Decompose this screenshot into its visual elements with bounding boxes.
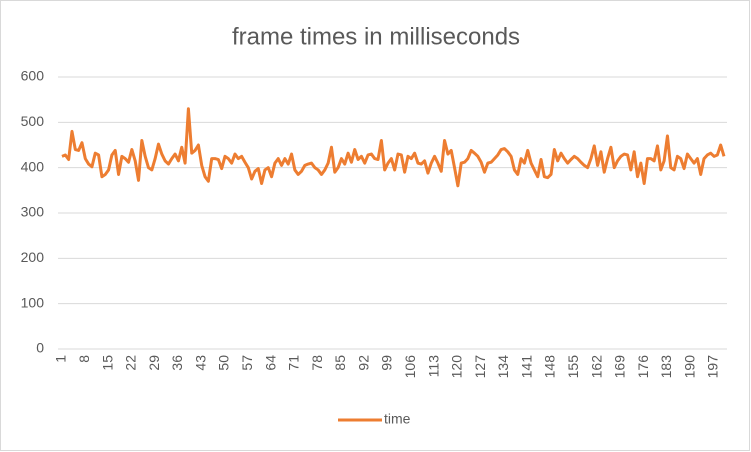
y-tick-label: 100	[21, 294, 45, 310]
y-tick-label: 300	[21, 204, 45, 220]
x-tick-label: 57	[239, 355, 255, 371]
x-tick-label: 29	[146, 355, 162, 371]
x-tick-label: 99	[379, 355, 395, 371]
y-tick-label: 600	[21, 68, 45, 84]
x-tick-label: 36	[169, 355, 185, 371]
series-line	[61, 107, 726, 188]
x-tick-label: 8	[76, 355, 92, 363]
x-tick-label: 176	[635, 355, 651, 379]
x-tick-label: 120	[449, 355, 465, 379]
x-tick-label: 78	[309, 355, 325, 371]
x-tick-label: 85	[332, 355, 348, 371]
x-tick-label: 169	[612, 355, 628, 379]
y-tick-label: 0	[36, 340, 44, 356]
x-tick-label: 15	[99, 355, 115, 371]
y-tick-label: 500	[21, 113, 45, 129]
x-tick-label: 134	[495, 355, 511, 379]
x-tick-label: 155	[565, 355, 581, 379]
chart-title: frame times in milliseconds	[232, 23, 520, 50]
y-tick-label: 200	[21, 249, 45, 265]
x-tick-label: 127	[472, 355, 488, 379]
x-tick-label: 148	[542, 355, 558, 379]
x-tick-label: 106	[402, 355, 418, 379]
y-tick-label: 400	[21, 158, 45, 174]
x-tick-label: 92	[355, 355, 371, 371]
x-tick-label: 64	[262, 355, 278, 371]
x-tick-label: 190	[681, 355, 697, 379]
x-tick-label: 183	[658, 355, 674, 379]
x-tick-label: 50	[216, 355, 232, 371]
x-tick-label: 71	[286, 355, 302, 371]
x-tick-label: 113	[425, 355, 441, 378]
x-tick-label: 43	[192, 355, 208, 371]
x-tick-label: 162	[588, 355, 604, 379]
x-tick-label: 1	[53, 355, 69, 363]
legend-label: time	[384, 411, 411, 427]
x-tick-label: 22	[123, 355, 139, 371]
x-tick-label: 141	[518, 355, 534, 379]
x-tick-label: 197	[705, 355, 721, 379]
